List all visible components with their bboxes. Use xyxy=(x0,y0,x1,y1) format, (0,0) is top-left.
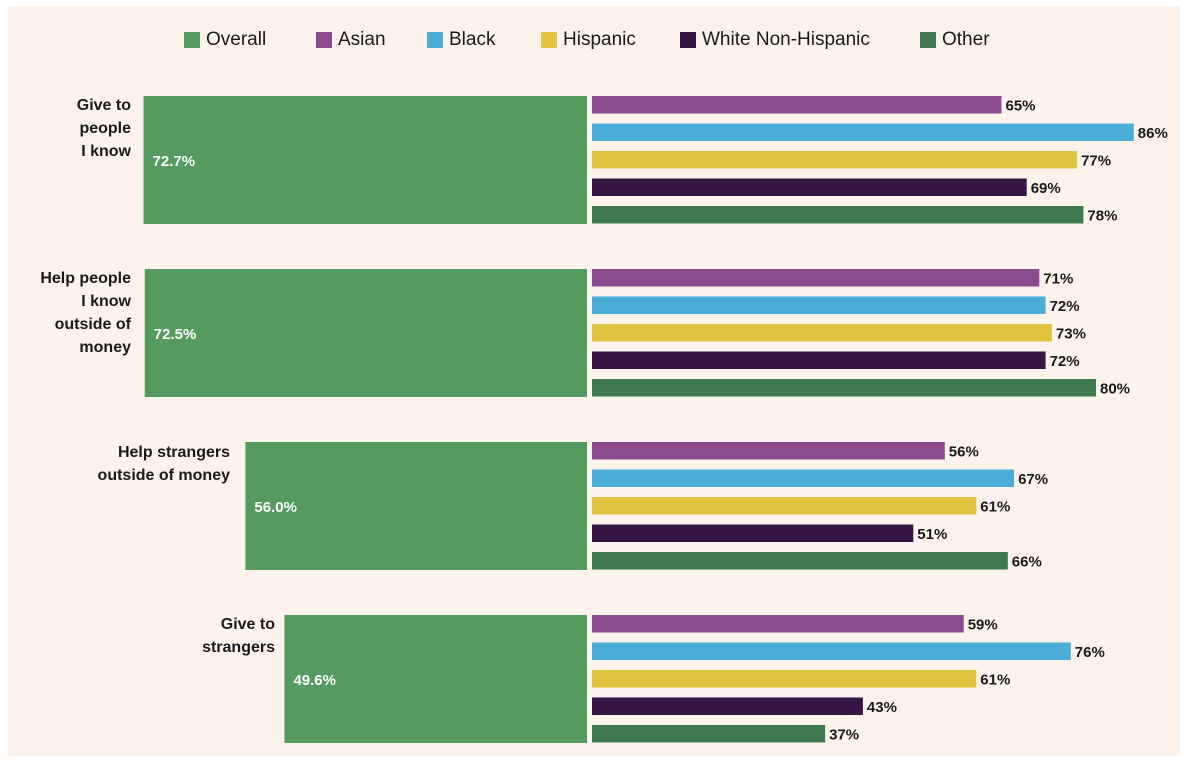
series-2-value-label-1: 73% xyxy=(1056,325,1086,342)
overall-value-label-3: 49.6% xyxy=(293,672,336,689)
series-2-value-label-3: 61% xyxy=(980,671,1010,688)
legend-label-other: Other xyxy=(942,29,990,50)
legend: Overall Asian Black Hispanic White Non-H… xyxy=(0,26,1186,54)
series-1-bar-1 xyxy=(592,296,1046,314)
series-4-value-label-3: 37% xyxy=(829,726,859,743)
series-0-value-label-0: 65% xyxy=(1006,97,1036,114)
series-3-bar-0 xyxy=(592,178,1027,196)
series-4-bar-0 xyxy=(592,206,1084,224)
series-1-value-label-0: 86% xyxy=(1138,125,1168,142)
series-3-value-label-2: 51% xyxy=(917,526,947,543)
legend-item-white-non-hispanic: White Non-Hispanic xyxy=(680,26,870,54)
series-0-value-label-1: 71% xyxy=(1043,270,1073,287)
series-1-value-label-3: 76% xyxy=(1075,644,1105,661)
series-2-value-label-0: 77% xyxy=(1081,152,1111,169)
legend-label-hispanic: Hispanic xyxy=(563,29,636,50)
series-1-bar-3 xyxy=(592,642,1071,660)
legend-swatch-hispanic xyxy=(541,32,557,48)
legend-swatch-white-non-hispanic xyxy=(680,32,696,48)
overall-bar-3 xyxy=(284,615,587,743)
series-0-bar-1 xyxy=(592,269,1040,287)
legend-label-overall: Overall xyxy=(206,29,267,50)
overall-bar-1 xyxy=(144,269,587,397)
legend-swatch-other xyxy=(920,32,936,48)
legend-label-white-non-hispanic: White Non-Hispanic xyxy=(702,29,870,50)
category-label-3: Give to strangers xyxy=(202,616,275,656)
series-1-value-label-2: 67% xyxy=(1018,471,1048,488)
legend-swatch-black xyxy=(427,32,443,48)
legend-item-other: Other xyxy=(920,26,990,54)
series-1-bar-0 xyxy=(592,123,1134,141)
series-4-value-label-0: 78% xyxy=(1087,207,1117,224)
series-4-bar-2 xyxy=(592,552,1008,570)
series-2-bar-3 xyxy=(592,670,977,688)
overall-value-label-0: 72.7% xyxy=(153,153,196,170)
legend-swatch-overall xyxy=(184,32,200,48)
legend-label-black: Black xyxy=(449,29,496,50)
series-0-bar-2 xyxy=(592,442,945,460)
legend-item-overall: Overall xyxy=(184,26,266,54)
series-2-bar-2 xyxy=(592,497,977,515)
legend-item-hispanic: Hispanic xyxy=(541,26,636,54)
legend-swatch-asian xyxy=(316,32,332,48)
series-4-value-label-2: 66% xyxy=(1012,553,1042,570)
overall-bar-0 xyxy=(143,96,587,224)
series-0-value-label-2: 56% xyxy=(949,443,979,460)
series-4-bar-3 xyxy=(592,725,826,743)
series-3-bar-3 xyxy=(592,697,863,715)
series-3-bar-2 xyxy=(592,524,914,542)
legend-label-asian: Asian xyxy=(338,29,386,50)
overall-value-label-2: 56.0% xyxy=(254,499,297,516)
series-0-bar-0 xyxy=(592,96,1002,114)
category-label-2: Help strangers outside of money xyxy=(97,444,230,484)
series-3-value-label-3: 43% xyxy=(867,699,897,716)
series-2-bar-0 xyxy=(592,151,1078,169)
series-2-value-label-2: 61% xyxy=(980,498,1010,515)
series-0-bar-3 xyxy=(592,615,964,633)
legend-item-black: Black xyxy=(427,26,495,54)
series-4-value-label-1: 80% xyxy=(1100,380,1130,397)
series-3-bar-1 xyxy=(592,351,1046,369)
series-3-value-label-1: 72% xyxy=(1050,353,1080,370)
overall-bar-2 xyxy=(245,442,587,570)
series-4-bar-1 xyxy=(592,379,1096,397)
series-2-bar-1 xyxy=(592,324,1052,342)
category-label-1: Help people I know outside of money xyxy=(40,270,131,356)
series-3-value-label-0: 69% xyxy=(1031,180,1061,197)
series-0-value-label-3: 59% xyxy=(968,616,998,633)
category-label-0: Give to people I know xyxy=(76,97,131,160)
series-1-value-label-1: 72% xyxy=(1050,298,1080,315)
overall-value-label-1: 72.5% xyxy=(154,326,197,343)
legend-item-asian: Asian xyxy=(316,26,386,54)
series-1-bar-2 xyxy=(592,469,1015,487)
